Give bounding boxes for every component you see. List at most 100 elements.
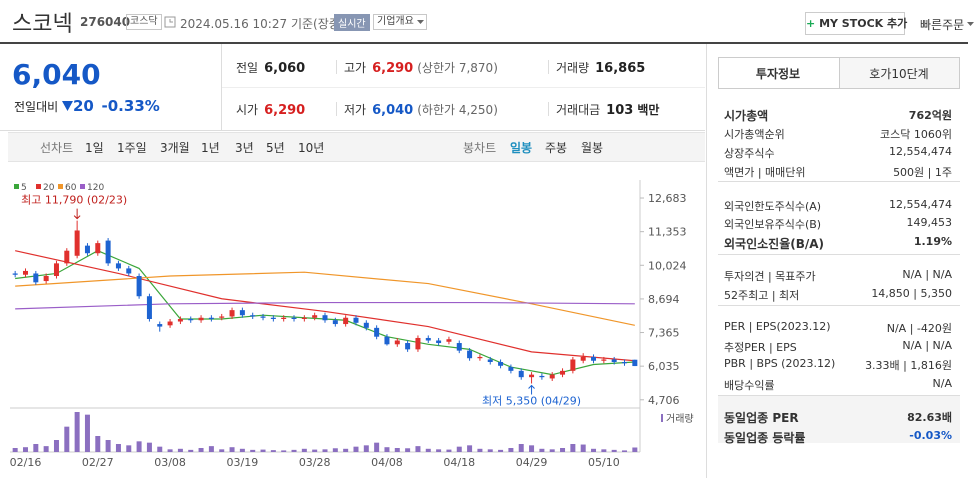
divider (221, 44, 222, 130)
quote-cell: 고가 6,290 (상한가 7,870) (344, 59, 498, 76)
volume-bar (33, 444, 39, 452)
quote-cell: 저가 6,040 (하한가 4,250) (344, 101, 498, 118)
overview-button[interactable]: 기업개요 (373, 14, 427, 30)
volume-bar (208, 446, 214, 452)
volume-bar (198, 448, 204, 452)
info-label: 추정PER | EPS (724, 341, 797, 354)
volume-bar (560, 448, 566, 452)
volume-bar (529, 445, 535, 452)
candle-body (384, 336, 390, 345)
line-chart-label: 선차트 (40, 141, 74, 155)
tab[interactable]: 투자정보 (755, 67, 801, 81)
y-tick-label: 8,694 (648, 293, 680, 306)
legend-swatch (14, 184, 19, 189)
candle-body (456, 343, 462, 351)
candle-body (281, 317, 287, 319)
divider (222, 87, 705, 88)
info-value: 82.63배 (907, 411, 952, 424)
quote-cell: 거래량 16,865 (556, 59, 645, 76)
change-label: 전일대비 (14, 100, 59, 114)
volume-legend-icon (661, 414, 663, 422)
candle-body (12, 273, 18, 275)
candle-body (260, 316, 266, 318)
volume-bar (136, 441, 142, 452)
stock-name: 스코넥 (12, 12, 73, 37)
period-option[interactable]: 5년 (266, 141, 285, 155)
cell-extra: (하한가 4,250) (417, 103, 498, 117)
candle-body (570, 359, 576, 371)
volume-bar (301, 448, 307, 452)
info-value: N/A | N/A (902, 339, 952, 352)
cell-value: 103 (606, 103, 634, 118)
period-option[interactable]: 일봉 (510, 141, 533, 155)
info-value: 149,453 (906, 216, 953, 229)
volume-bar (549, 449, 555, 452)
period-option[interactable]: 1일 (85, 141, 104, 155)
info-row: 외국인소진율(B/A) 1.19% (724, 235, 952, 253)
volume-bar (508, 448, 514, 452)
volume-bar (394, 448, 400, 452)
period-option[interactable]: 1년 (201, 141, 220, 155)
volume-bar (405, 448, 411, 452)
info-row: 액면가 | 매매단위 500원 | 1주 (724, 164, 952, 182)
legend-label: 120 (87, 183, 104, 193)
info-label: 배당수익률 (724, 379, 775, 392)
dropdown-icon (967, 22, 975, 26)
quote-cell: 거래대금 103 백만 (556, 101, 659, 118)
quote-cell: 시가 6,290 (236, 101, 305, 118)
tab[interactable]: 호가10단계 (869, 67, 929, 81)
x-tick-label: 04/08 (371, 456, 403, 469)
volume-bar (281, 450, 287, 452)
candle-body (467, 350, 473, 359)
info-row: 동일업종 PER 82.63배 (724, 409, 952, 427)
dropdown-icon (416, 20, 424, 24)
candle-body (560, 370, 566, 375)
y-tick-label: 11,353 (648, 226, 687, 239)
info-row: 52주최고 | 최저 14,850 | 5,350 (724, 287, 952, 305)
candle-body (477, 356, 483, 359)
basis: 기준(장중) (290, 17, 345, 31)
info-value: 코스닥 1060위 (880, 128, 952, 141)
mystock-button[interactable]: + MY STOCK 추가 (805, 12, 907, 35)
info-label: 외국인한도주식수(A) (724, 200, 822, 213)
period-option[interactable]: 1주일 (117, 141, 147, 155)
volume-bar (157, 446, 163, 452)
volume-bar (312, 449, 318, 452)
candle-body (198, 317, 204, 321)
candle-body (632, 359, 638, 367)
volume-label: 거래량 (666, 413, 694, 425)
volume-bar (332, 448, 338, 452)
candle-body (611, 359, 617, 362)
candle-body (208, 317, 214, 319)
cell-extra: (상한가 7,870) (417, 61, 498, 75)
annotation-arrow (73, 208, 81, 220)
volume-bar (270, 450, 276, 452)
volume-bar (53, 440, 59, 452)
annotation-high: 최고 11,790 (02/23) (21, 194, 127, 207)
period-option[interactable]: 3년 (235, 141, 254, 155)
peer-box (718, 395, 960, 443)
volume-bar (456, 446, 462, 452)
candle-body (301, 317, 307, 319)
candle-body (518, 370, 524, 378)
volume-bar (363, 445, 369, 452)
period-option[interactable]: 10년 (298, 141, 325, 155)
legend-swatch (80, 184, 85, 189)
cell-value: 6,060 (264, 61, 306, 76)
cell-extra: 백만 (637, 103, 660, 117)
ma-line (15, 271, 635, 326)
volume-bar (84, 414, 90, 452)
candle-chart-label: 봉차트 (463, 141, 497, 155)
y-tick-label: 7,365 (648, 327, 680, 340)
info-label: 외국인소진율(B/A) (724, 237, 825, 251)
period-option[interactable]: 3개월 (160, 141, 190, 155)
divider (548, 60, 549, 74)
change-pct: -0.33% (101, 97, 160, 115)
period-option[interactable]: 주봉 (545, 141, 568, 155)
quick-order[interactable]: 빠른주문 (920, 16, 975, 33)
cell-label: 거래대금 (556, 103, 601, 117)
candle-body (487, 359, 493, 362)
candle-body (177, 319, 183, 322)
info-row: PBR | BPS (2023.12) 3.33배 | 1,816원 (724, 357, 952, 375)
period-option[interactable]: 월봉 (581, 141, 604, 155)
